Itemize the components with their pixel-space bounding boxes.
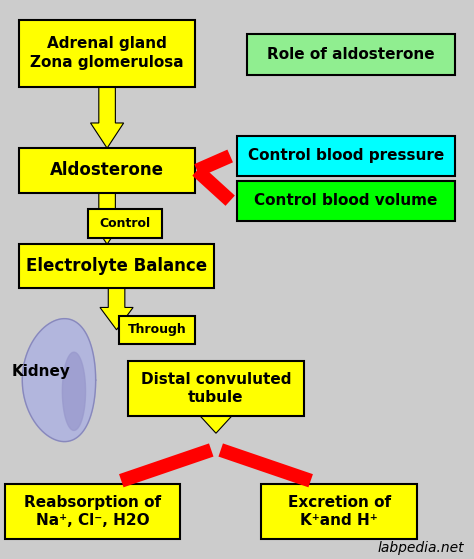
Text: Distal convuluted
tubule: Distal convuluted tubule	[141, 372, 291, 405]
Text: Through: Through	[128, 323, 186, 337]
FancyBboxPatch shape	[5, 484, 181, 539]
Text: Adrenal gland
Zona glomerulosa: Adrenal gland Zona glomerulosa	[30, 36, 184, 70]
Text: Role of aldosterone: Role of aldosterone	[267, 47, 435, 62]
FancyBboxPatch shape	[119, 316, 195, 344]
Polygon shape	[201, 416, 231, 433]
Text: Control blood volume: Control blood volume	[255, 193, 438, 208]
Text: Electrolyte Balance: Electrolyte Balance	[26, 257, 207, 275]
Text: Aldosterone: Aldosterone	[50, 162, 164, 179]
Text: Control: Control	[99, 216, 150, 230]
FancyBboxPatch shape	[19, 244, 214, 288]
Polygon shape	[91, 87, 124, 148]
FancyBboxPatch shape	[88, 209, 162, 238]
Text: labpedia.net: labpedia.net	[378, 541, 465, 555]
Text: Reabsorption of
Na⁺, Cl⁻, H2O: Reabsorption of Na⁺, Cl⁻, H2O	[24, 495, 162, 528]
Polygon shape	[22, 319, 96, 442]
Text: Excretion of
K⁺and H⁺: Excretion of K⁺and H⁺	[288, 495, 391, 528]
Polygon shape	[100, 288, 133, 330]
FancyBboxPatch shape	[19, 148, 195, 193]
FancyBboxPatch shape	[128, 361, 303, 416]
Text: Control blood pressure: Control blood pressure	[248, 149, 444, 163]
FancyBboxPatch shape	[261, 484, 417, 539]
FancyBboxPatch shape	[237, 181, 455, 221]
Polygon shape	[91, 193, 124, 244]
Polygon shape	[63, 352, 85, 430]
Text: Kidney: Kidney	[11, 364, 70, 379]
FancyBboxPatch shape	[19, 20, 195, 87]
FancyBboxPatch shape	[237, 136, 455, 176]
FancyBboxPatch shape	[247, 34, 455, 75]
